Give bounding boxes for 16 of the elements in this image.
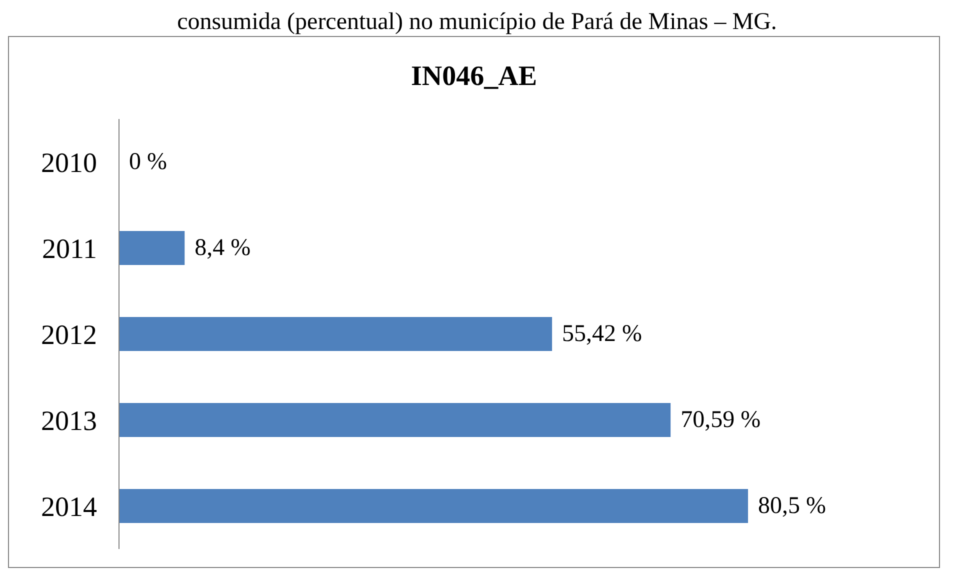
- data-label: 70,59 %: [680, 407, 761, 433]
- bar: [119, 489, 748, 523]
- y-tick-label: 2013: [41, 406, 97, 437]
- bar: [119, 231, 185, 265]
- y-tick-label: 2014: [41, 492, 97, 523]
- data-label: 80,5 %: [758, 493, 826, 519]
- y-tick-label: 2010: [41, 148, 97, 179]
- y-tick-label: 2012: [41, 320, 97, 351]
- chart-title: IN046_AE: [410, 61, 538, 93]
- bar: [119, 403, 671, 437]
- y-tick-label: 2011: [42, 234, 97, 265]
- text: consumida (percentual) no município de Pará de Minas – MG.: [176, 8, 778, 36]
- data-label: 8,4 %: [194, 235, 251, 261]
- bar: [119, 317, 552, 351]
- data-label: 55,42 %: [562, 321, 642, 347]
- data-label: 0 %: [129, 149, 167, 175]
